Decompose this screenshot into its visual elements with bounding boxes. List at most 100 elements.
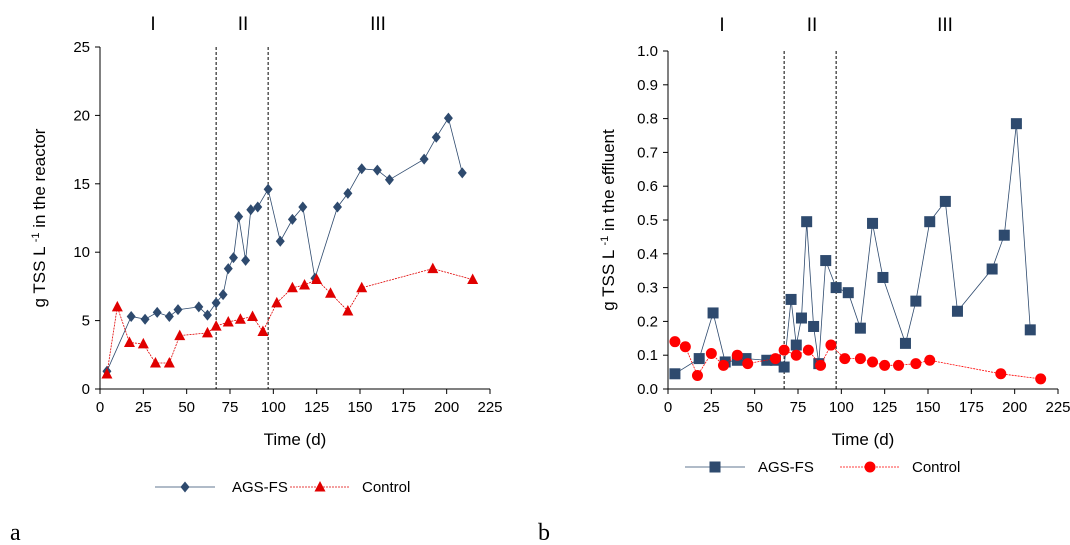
chart-b-effluent-tss: 0 25 50 75 100 125 150 175 200 225 0.0 0.1 0.2 0.3 0.4… — [599, 15, 1070, 476]
a-data-point-ags-fs — [372, 164, 382, 176]
b-x-tick-label: 175 — [959, 399, 984, 416]
a-data-point-control — [325, 287, 337, 298]
a-data-point-control — [123, 336, 135, 347]
a-data-point-ags-fs — [152, 306, 162, 318]
a-x-tick-label: 175 — [391, 399, 416, 416]
b-data-point-control — [867, 356, 879, 368]
a-phase-label: III — [370, 14, 386, 35]
a-data-point-control — [286, 281, 298, 293]
b-data-point-ags-fs — [778, 361, 790, 373]
b-data-point-ags-fs — [808, 320, 820, 332]
b-data-point-control — [924, 354, 936, 366]
panel-label-a: a — [10, 520, 21, 545]
a-data-point-ags-fs — [241, 254, 251, 266]
b-data-point-control — [854, 353, 866, 365]
b-x-tick-label: 150 — [915, 399, 940, 416]
b-data-point-ags-fs — [1010, 118, 1022, 130]
b-data-point-control — [669, 336, 681, 348]
b-data-point-control — [995, 368, 1007, 380]
a-data-point-ags-fs — [431, 131, 441, 143]
a-y-tick-label: 15 — [73, 176, 90, 193]
a-data-point-ags-fs — [164, 310, 174, 322]
b-data-point-ags-fs — [867, 217, 879, 229]
b-data-point-ags-fs — [830, 282, 842, 294]
a-data-point-ags-fs — [202, 309, 212, 321]
a-data-point-ags-fs — [223, 263, 233, 275]
a-x-tick-label: 150 — [347, 399, 372, 416]
a-y-tick-label: 25 — [73, 39, 90, 56]
a-phase-label: I — [150, 14, 155, 35]
a-x-tick-label: 0 — [96, 399, 104, 416]
b-y-tick-label: 1.0 — [637, 43, 658, 60]
b-legend-marker-ags-fs — [709, 461, 721, 473]
b-data-point-ags-fs — [951, 305, 963, 317]
a-data-point-control — [271, 296, 283, 308]
a-data-point-control — [342, 305, 354, 316]
b-data-point-control — [893, 359, 905, 371]
a-series-line-control — [106, 268, 473, 375]
a-x-tick-label: 125 — [304, 399, 329, 416]
a-data-point-ags-fs — [384, 174, 394, 186]
a-data-point-ags-fs — [228, 252, 238, 264]
a-data-point-ags-fs — [173, 304, 183, 316]
a-data-point-control — [247, 310, 259, 321]
a-data-point-control — [234, 313, 246, 324]
b-data-point-ags-fs — [899, 337, 911, 349]
b-legend-label-control: Control — [912, 459, 960, 476]
b-phase-label: II — [807, 15, 818, 36]
b-data-point-control — [691, 369, 703, 381]
a-data-point-ags-fs — [443, 112, 453, 124]
b-data-point-ags-fs — [795, 312, 807, 324]
a-x-tick-label: 225 — [477, 399, 502, 416]
a-data-point-ags-fs — [263, 183, 273, 195]
a-data-point-ags-fs — [246, 204, 256, 216]
b-y-tick-label: 0.8 — [637, 111, 658, 128]
a-series-line-ags-fs — [106, 117, 463, 372]
a-data-point-ags-fs — [298, 201, 308, 213]
b-series-line-ags-fs — [674, 123, 1031, 375]
a-data-point-ags-fs — [140, 313, 150, 325]
a-x-tick-label: 75 — [222, 399, 239, 416]
b-data-point-ags-fs — [939, 195, 951, 207]
a-data-point-control — [467, 273, 479, 285]
a-data-point-ags-fs — [253, 201, 263, 213]
a-data-point-ags-fs — [126, 310, 136, 322]
a-data-point-ags-fs — [218, 289, 228, 301]
b-y-tick-label: 0.4 — [637, 246, 658, 263]
b-x-tick-label: 225 — [1045, 399, 1070, 416]
b-data-point-control — [790, 349, 802, 361]
a-data-point-ags-fs — [332, 201, 342, 213]
b-x-tick-label: 100 — [829, 399, 854, 416]
b-data-point-control — [705, 348, 717, 360]
a-legend-marker-ags-fs — [180, 481, 190, 493]
a-phase-label: II — [238, 14, 249, 35]
a-x-tick-label: 200 — [434, 399, 459, 416]
b-data-point-ags-fs — [820, 255, 832, 267]
b-data-point-ags-fs — [801, 216, 813, 228]
b-data-point-ags-fs — [924, 216, 936, 228]
b-data-point-ags-fs — [707, 307, 719, 319]
a-data-point-control — [222, 315, 234, 327]
b-data-point-control — [1035, 373, 1047, 385]
a-x-tick-label: 50 — [178, 399, 195, 416]
b-data-point-control — [778, 344, 790, 356]
a-data-point-control — [163, 357, 175, 368]
b-y-tick-label: 0.9 — [637, 77, 658, 94]
a-data-point-ags-fs — [343, 187, 353, 199]
b-data-point-ags-fs — [693, 353, 705, 365]
b-x-tick-label: 75 — [790, 399, 807, 416]
b-data-point-ags-fs — [1024, 324, 1036, 336]
a-data-point-control — [311, 273, 323, 285]
b-data-point-control — [717, 359, 729, 371]
b-data-point-control — [910, 358, 922, 370]
b-data-point-control — [679, 341, 691, 353]
a-data-point-control — [149, 357, 161, 368]
b-series-line-control — [674, 341, 1041, 380]
b-x-tick-label: 125 — [872, 399, 897, 416]
b-x-tick-label: 25 — [703, 399, 720, 416]
a-data-point-ags-fs — [194, 301, 204, 313]
a-data-point-control — [201, 326, 213, 338]
panel-label-b: b — [538, 520, 550, 545]
b-y-tick-label: 0.5 — [637, 212, 658, 229]
